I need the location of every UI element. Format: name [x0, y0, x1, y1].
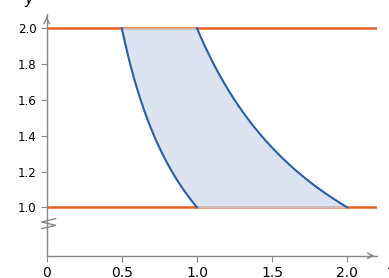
Text: y: y — [24, 0, 33, 8]
Text: x: x — [387, 257, 389, 272]
